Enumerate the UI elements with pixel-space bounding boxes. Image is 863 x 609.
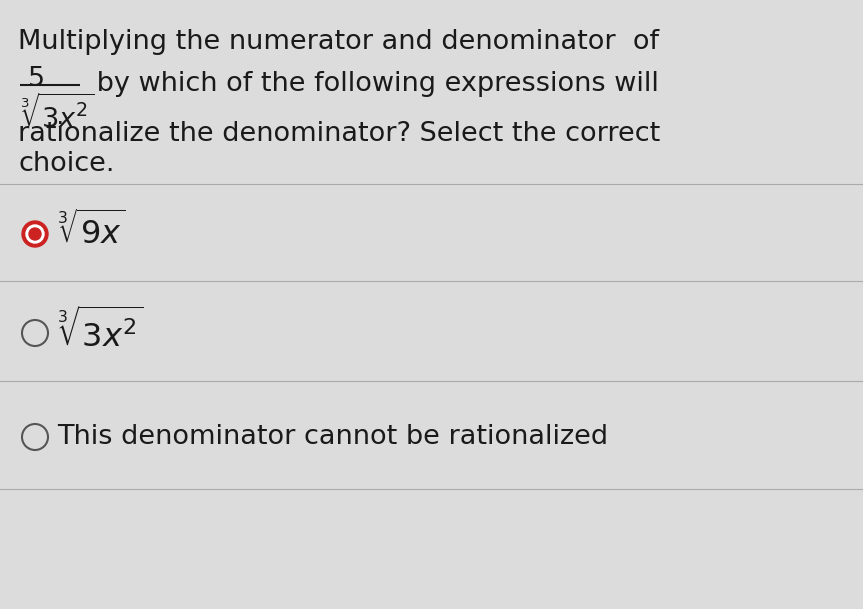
Text: by which of the following expressions will: by which of the following expressions wi… [88,71,658,97]
Text: rationalize the denominator? Select the correct: rationalize the denominator? Select the … [18,121,660,147]
Text: This denominator cannot be rationalized: This denominator cannot be rationalized [57,424,608,450]
Text: $\sqrt[3]{3x^2}$: $\sqrt[3]{3x^2}$ [20,95,94,134]
Text: $\sqrt[3]{3x^2}$: $\sqrt[3]{3x^2}$ [57,308,144,354]
Text: 5: 5 [28,66,45,92]
Text: $\sqrt[3]{9x}$: $\sqrt[3]{9x}$ [57,212,125,252]
Circle shape [22,221,48,247]
Circle shape [29,228,41,240]
Text: choice.: choice. [18,151,115,177]
Circle shape [26,225,44,243]
Text: Multiplying the numerator and denominator  of: Multiplying the numerator and denominato… [18,29,659,55]
